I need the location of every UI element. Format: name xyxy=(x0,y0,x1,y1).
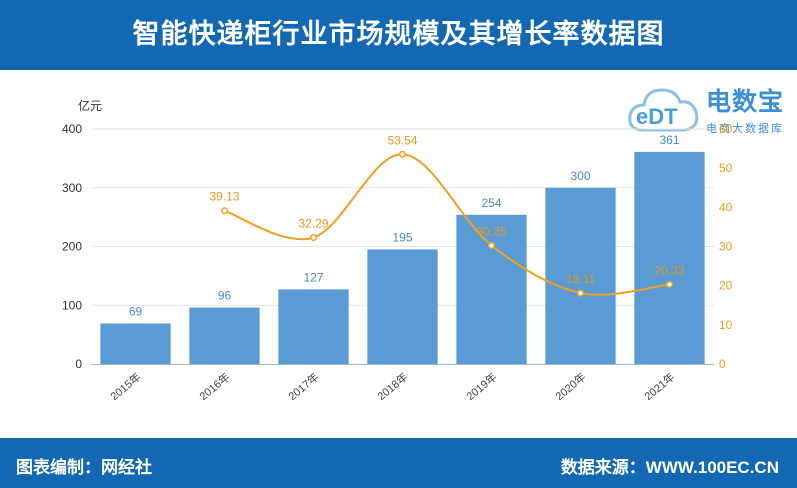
footer-bar: 图表编制：网经社 数据来源：WWW.100EC.CN xyxy=(0,438,797,488)
bar xyxy=(545,187,616,364)
bar-value-label: 300 xyxy=(570,169,590,183)
y2-tick-label: 40 xyxy=(719,200,733,214)
y-axis-unit: 亿元 xyxy=(78,98,102,113)
bar-value-label: 127 xyxy=(303,270,323,284)
header-bar: 智能快递柜行业市场规模及其增长率数据图 xyxy=(0,0,797,70)
y2-tick-label: 50 xyxy=(719,161,733,175)
logo-subtitle: 电商大数据库 xyxy=(706,123,784,135)
y2-tick-label: 30 xyxy=(719,240,733,254)
x-tick-label: 2016年 xyxy=(196,370,232,404)
bar xyxy=(634,151,705,364)
y2-tick-label: 0 xyxy=(719,357,726,371)
footer-credit: 图表编制：网经社 xyxy=(16,458,152,477)
line-point xyxy=(309,233,318,242)
edt-logo-icon: eDT xyxy=(628,88,699,132)
logo-name: 电数宝 xyxy=(706,88,785,116)
line-value-label: 39.13 xyxy=(209,190,239,204)
line-point xyxy=(398,150,407,158)
line-value-label: 30.25 xyxy=(476,225,506,239)
y2-tick-label: 10 xyxy=(719,318,733,332)
bar xyxy=(278,289,349,364)
line-point xyxy=(665,280,674,288)
y2-tick-label: 60 xyxy=(719,122,733,136)
bar-value-label: 195 xyxy=(392,230,412,244)
bar-value-label: 254 xyxy=(481,196,501,210)
line-value-label: 32.29 xyxy=(298,217,328,231)
line-value-label: 18.11 xyxy=(566,272,595,286)
bar-line-chart: 0 100 200 300 400 0 10 20 30 40 50 60 亿元 69 96 127 195 25… xyxy=(62,98,733,404)
x-tick-label: 2019年 xyxy=(463,370,499,404)
chart-title: 智能快递柜行业市场规模及其增长率数据图 xyxy=(132,19,665,49)
line-value-label: 20.33 xyxy=(654,263,684,277)
x-tick-label: 2021年 xyxy=(641,370,677,404)
footer-source: 数据来源：WWW.100EC.CN xyxy=(560,458,779,477)
bar-value-label: 361 xyxy=(659,133,679,147)
x-tick-label: 2017年 xyxy=(285,370,321,404)
y-tick-label: 200 xyxy=(62,240,82,254)
y-tick-label: 0 xyxy=(75,357,82,371)
line-value-label: 53.54 xyxy=(387,133,417,147)
bar xyxy=(456,214,527,364)
y2-tick-label: 20 xyxy=(719,279,733,293)
line-point xyxy=(487,241,496,250)
bar-value-label: 69 xyxy=(129,304,143,318)
bar xyxy=(189,307,260,364)
y-tick-label: 100 xyxy=(62,298,82,312)
line-point xyxy=(576,289,585,297)
logo-mark: eDT xyxy=(636,104,678,129)
x-tick-label: 2018年 xyxy=(374,370,410,404)
y-tick-label: 300 xyxy=(62,181,82,195)
bar xyxy=(367,249,438,364)
bar-value-label: 96 xyxy=(218,289,232,303)
bar xyxy=(100,323,171,364)
y-tick-label: 400 xyxy=(62,122,82,136)
x-tick-label: 2015年 xyxy=(107,370,143,404)
x-tick-label: 2020年 xyxy=(552,370,588,404)
line-point xyxy=(220,207,229,215)
